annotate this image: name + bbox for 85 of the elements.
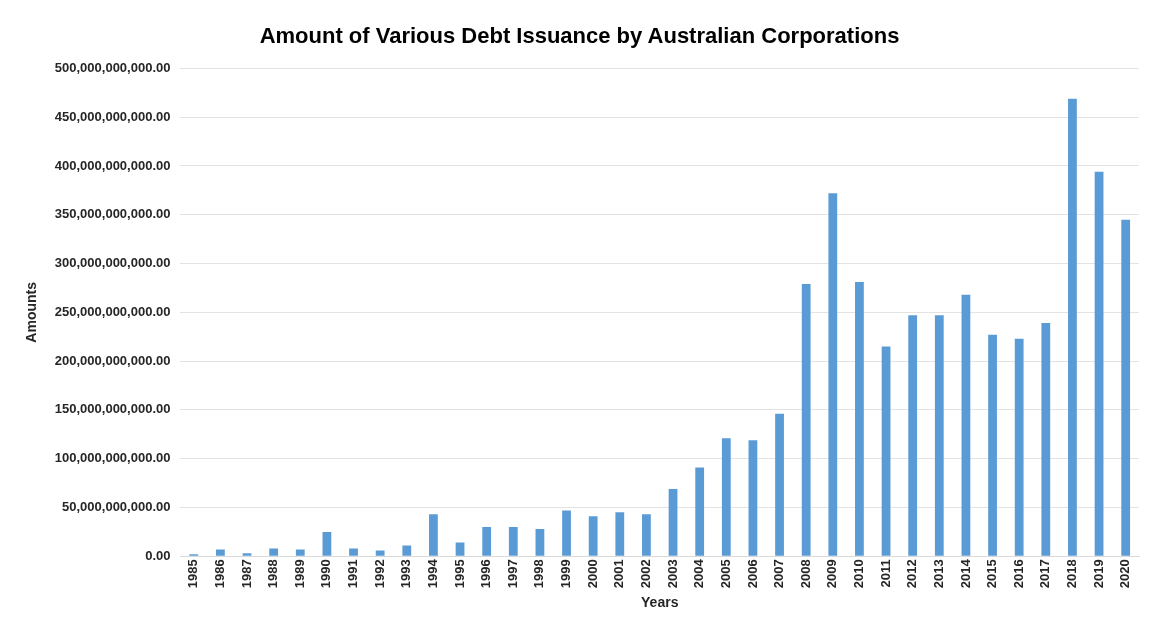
x-axis-title: Years	[641, 594, 679, 611]
x-tick-label: 2020	[1117, 559, 1133, 589]
y-tick-label: 150,000,000,000.00	[54, 401, 171, 417]
x-tick-label: 2008	[797, 559, 813, 589]
bar	[455, 542, 465, 556]
bar	[695, 467, 705, 556]
bar	[801, 284, 811, 556]
bar	[1014, 338, 1024, 556]
bar	[535, 528, 545, 556]
x-tick-label: 1994	[424, 558, 440, 589]
x-tick-label: 1990	[318, 559, 334, 589]
bar	[881, 346, 891, 556]
x-tick-label: 2013	[930, 559, 946, 589]
bar	[402, 545, 412, 556]
bar	[269, 548, 279, 556]
bar	[1068, 98, 1077, 556]
bar	[322, 531, 332, 556]
x-tick-label: 1988	[265, 559, 281, 589]
bar	[721, 438, 731, 556]
y-tick-label: 250,000,000,000.00	[54, 303, 171, 319]
x-tick-label: 1985	[185, 559, 201, 589]
y-tick-label: 200,000,000,000.00	[54, 352, 171, 368]
y-tick-label: 500,000,000,000.00	[54, 59, 171, 75]
bar	[295, 549, 305, 556]
x-tick-label: 2016	[1010, 559, 1026, 589]
bar	[748, 440, 758, 556]
bar	[642, 514, 651, 556]
x-tick-label: 2011	[877, 559, 893, 588]
bar	[1041, 323, 1051, 556]
y-tick-label: 0.00	[145, 547, 171, 563]
bar	[668, 488, 678, 556]
bar	[588, 516, 598, 556]
chart-title: Amount of Various Debt Issuance by Australian Corporations	[259, 23, 900, 49]
y-tick-label: 400,000,000,000.00	[54, 157, 171, 173]
x-tick-label: 1998	[531, 559, 547, 589]
x-tick-label: 1996	[478, 559, 494, 589]
bar	[429, 514, 438, 556]
y-axis-title: Amounts	[23, 281, 40, 343]
x-tick-label: 2018	[1064, 559, 1080, 589]
bar	[242, 553, 252, 556]
x-tick-label: 2000	[584, 559, 600, 589]
x-tick-label: 2001	[611, 559, 627, 589]
x-tick-label: 2014	[957, 558, 973, 589]
bar	[562, 510, 571, 556]
y-tick-label: 50,000,000,000.00	[62, 499, 171, 515]
bar	[988, 334, 997, 556]
x-tick-label: 1993	[398, 559, 414, 589]
x-tick-label: 1992	[371, 559, 387, 589]
bar	[961, 294, 971, 556]
x-tick-label: 2007	[771, 559, 787, 589]
bar	[908, 315, 918, 556]
bar	[615, 512, 625, 556]
y-tick-label: 350,000,000,000.00	[54, 206, 171, 222]
x-tick-label: 2004	[691, 558, 707, 589]
y-tick-label: 300,000,000,000.00	[54, 255, 171, 271]
x-tick-label: 2005	[717, 559, 733, 589]
x-tick-label: 1989	[291, 559, 307, 589]
x-tick-label: 1999	[558, 559, 574, 589]
bar	[934, 315, 944, 556]
x-tick-label: 2012	[904, 559, 920, 589]
x-tick-label: 2019	[1090, 559, 1106, 589]
x-tick-label: 2017	[1037, 559, 1053, 589]
bar	[349, 548, 358, 556]
x-tick-label: 1995	[451, 559, 467, 589]
bar	[482, 527, 492, 556]
bar	[1094, 171, 1104, 556]
bar	[216, 549, 225, 556]
x-tick-label: 2010	[851, 559, 867, 589]
bar	[375, 550, 385, 556]
x-tick-label: 2002	[638, 559, 653, 589]
bar	[508, 527, 518, 556]
x-tick-label: 2006	[744, 559, 760, 589]
bar	[855, 282, 864, 556]
x-tick-label: 1991	[345, 559, 361, 589]
x-tick-label: 2003	[664, 559, 680, 589]
y-tick-label: 100,000,000,000.00	[54, 450, 171, 466]
x-tick-label: 2015	[984, 559, 1000, 589]
x-tick-label: 1986	[211, 559, 227, 589]
bar	[1121, 219, 1131, 556]
bar	[775, 413, 784, 556]
x-tick-label: 1987	[238, 559, 254, 589]
y-tick-label: 450,000,000,000.00	[54, 108, 171, 124]
bar	[828, 193, 838, 556]
x-tick-label: 1997	[504, 559, 520, 589]
x-tick-label: 2009	[824, 559, 840, 589]
